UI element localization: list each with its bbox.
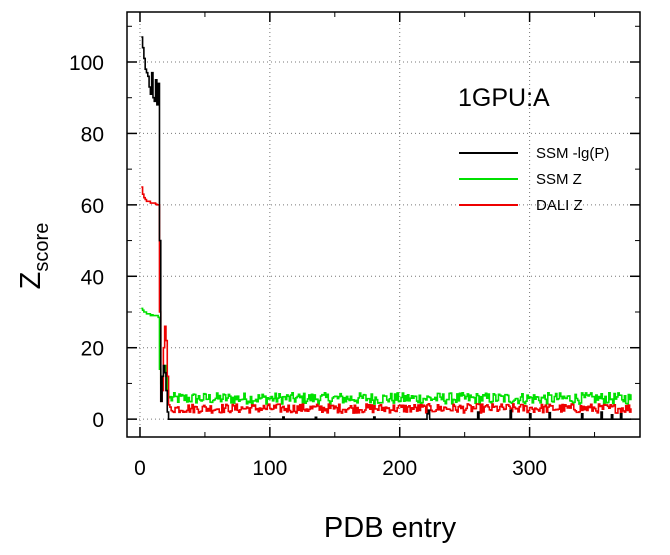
x-tick-label: 300 [512,457,547,480]
y-tick-label: 100 [69,52,104,75]
legend-label-ssm-lgp: SSM -lg(P) [536,145,609,162]
y-axis-title-main: Z [15,272,47,290]
y-tick-label: 20 [81,338,104,361]
x-tick-label: 100 [252,457,287,480]
svg-text:Zscore: Zscore [15,223,53,290]
series-line-dali-z [141,186,632,414]
legend-label-ssm-z: SSM Z [536,171,582,188]
ticks: 0 100 200 300 0 20 40 60 80 100 [69,12,640,480]
annotation-label: 1GPU:A [458,84,550,112]
y-axis-title-sub: score [31,223,53,272]
legend: SSM -lg(P) SSM Z DALI Z [459,145,609,214]
x-tick-label: 200 [382,457,417,480]
y-axis-title: Zscore [15,223,53,290]
series-layer [141,36,632,420]
legend-label-dali-z: DALI Z [536,197,583,214]
y-tick-label: 0 [92,409,104,432]
series-line-ssm-z [141,307,632,405]
y-tick-label: 60 [81,195,104,218]
x-tick-label: 0 [134,457,146,480]
y-tick-label: 40 [81,266,104,289]
plot-frame [126,11,641,438]
grid [127,12,640,437]
x-axis-title: PDB entry [324,512,457,544]
series-line-ssm-lgp [141,36,631,420]
y-tick-label: 80 [81,123,104,146]
